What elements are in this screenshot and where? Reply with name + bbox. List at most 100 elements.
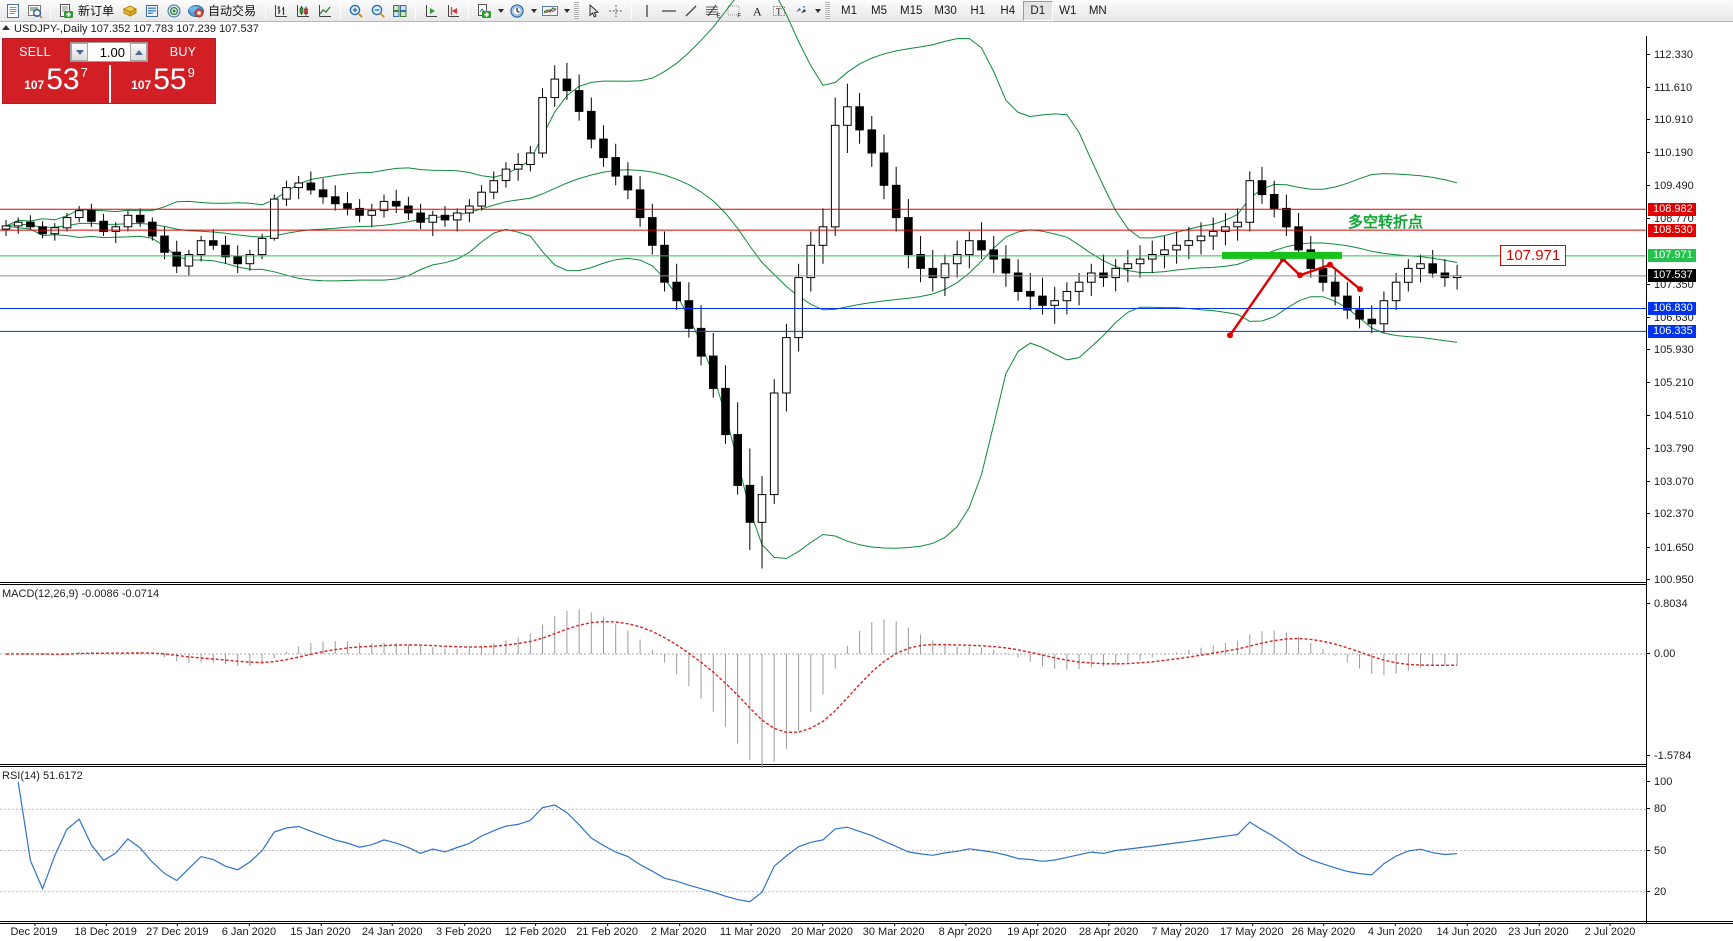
timeframe-m1[interactable]: M1: [841, 4, 858, 17]
oct-price-row: 107 53 7 107 55 9: [3, 65, 215, 103]
navigator-icon[interactable]: [163, 1, 185, 21]
indicators-dropdown-icon[interactable]: [495, 1, 506, 21]
zoom-out-icon[interactable]: [367, 1, 389, 21]
price-tag[interactable]: 106.335: [1648, 324, 1696, 338]
price-tick: 109.490: [1647, 180, 1733, 192]
date-tick: 15 Jan 2020: [290, 923, 351, 938]
toolbar-separator: [340, 2, 342, 19]
periods-icon[interactable]: [506, 1, 528, 21]
chart-symbol-bar: USDJPY-,Daily 107.352 107.783 107.239 10…: [0, 22, 1733, 36]
date-tick: 27 Dec 2019: [146, 923, 209, 938]
tile-windows-icon[interactable]: [389, 1, 411, 21]
sell-price[interactable]: 107 53 7: [3, 65, 109, 103]
date-tick: Dec 2019: [10, 923, 58, 938]
periods-dropdown-icon[interactable]: [528, 1, 539, 21]
volume-decrease-button[interactable]: [71, 43, 88, 61]
price-tag[interactable]: 108.530: [1648, 223, 1696, 237]
toolbar-separator: [415, 2, 417, 19]
timeframe-mn[interactable]: MN: [1088, 4, 1107, 17]
trendline-icon[interactable]: [680, 1, 702, 21]
new-order-label[interactable]: 新订单: [78, 3, 115, 18]
candlestick-chart-icon[interactable]: [292, 1, 314, 21]
buy-button[interactable]: BUY: [169, 45, 197, 59]
price-callout-label[interactable]: 107.971: [1500, 244, 1567, 266]
new-chart-icon[interactable]: [2, 1, 24, 21]
rsi-tick: 100: [1647, 776, 1733, 788]
data-window-icon[interactable]: [141, 1, 163, 21]
volume-input[interactable]: 1.00: [99, 44, 125, 60]
new-order-icon[interactable]: [55, 1, 77, 21]
date-tick: 12 Feb 2020: [504, 923, 567, 938]
date-tick: 26 May 2020: [1291, 923, 1356, 938]
timeframe-h4[interactable]: H4: [1000, 4, 1016, 17]
templates-icon[interactable]: [539, 1, 561, 21]
macd-tick: 0.00: [1647, 648, 1733, 660]
crosshair-icon[interactable]: [605, 1, 627, 21]
one-click-trading-panel[interactable]: SELL 1.00 BUY 107 53 7 107 55 9: [2, 38, 216, 104]
rsi-tick: 20: [1647, 886, 1733, 898]
vertical-line-icon[interactable]: [636, 1, 658, 21]
rsi-tick: 50: [1647, 845, 1733, 857]
timeframe-m5[interactable]: M5: [871, 4, 888, 17]
price-tick: 111.610: [1647, 82, 1733, 94]
timeframe-m15[interactable]: M15: [900, 4, 923, 17]
price-tick: 112.330: [1647, 49, 1733, 61]
date-tick: 28 Apr 2020: [1078, 923, 1139, 938]
price-tag[interactable]: 106.830: [1648, 302, 1696, 316]
toolbar-grip[interactable]: [574, 2, 580, 19]
autotrading-icon[interactable]: [185, 1, 207, 21]
expert-advisors-icon[interactable]: [119, 1, 141, 21]
text-icon[interactable]: T: [768, 1, 790, 21]
shapes-dropdown-icon[interactable]: [812, 1, 823, 21]
trend-turning-point-annotation[interactable]: 多空转折点: [1348, 213, 1424, 231]
oct-top-row: SELL 1.00 BUY: [3, 39, 215, 65]
rsi-indicator-label: RSI(14) 51.6172: [2, 770, 83, 782]
date-tick: 30 Mar 2020: [862, 923, 925, 938]
price-tick: 104.510: [1647, 410, 1733, 422]
date-scale[interactable]: Dec 2019 18 Dec 2019 27 Dec 2019 6 Jan 2020…: [0, 923, 1733, 941]
price-tag[interactable]: 107.971: [1648, 249, 1696, 263]
market-watch-icon[interactable]: [24, 1, 46, 21]
date-tick: 23 Jun 2020: [1508, 923, 1569, 938]
sell-button[interactable]: SELL: [19, 45, 51, 59]
macd-tick: 0.8034: [1647, 598, 1733, 610]
timeframe-h1[interactable]: H1: [970, 4, 986, 17]
price-tick: 100.950: [1647, 574, 1733, 586]
timeframe-m30[interactable]: M30: [934, 4, 957, 17]
svg-text:A: A: [753, 4, 762, 18]
date-tick: 14 Jun 2020: [1436, 923, 1497, 938]
collapse-icon[interactable]: [2, 25, 10, 30]
price-tick: 108.770: [1647, 213, 1733, 225]
autotrading-label[interactable]: 自动交易: [208, 3, 257, 18]
text-label-icon[interactable]: A: [746, 1, 768, 21]
date-tick: 8 Apr 2020: [938, 923, 992, 938]
horizontal-line-icon[interactable]: [658, 1, 680, 21]
bar-chart-icon[interactable]: [270, 1, 292, 21]
cursor-icon[interactable]: [583, 1, 605, 21]
toolbar-separator: [631, 2, 633, 19]
channel-icon[interactable]: F: [724, 1, 746, 21]
date-tick: 6 Jan 2020: [221, 923, 277, 938]
buy-price[interactable]: 107 55 9: [109, 65, 215, 103]
timeframe-w1[interactable]: W1: [1059, 4, 1077, 17]
templates-dropdown-icon[interactable]: [561, 1, 572, 21]
indicators-icon[interactable]: [473, 1, 495, 21]
shift-start-icon[interactable]: [442, 1, 464, 21]
toolbar-separator: [468, 2, 470, 19]
shapes-icon[interactable]: [790, 1, 812, 21]
price-tag[interactable]: 107.537: [1648, 269, 1696, 283]
price-tag[interactable]: 108.982: [1648, 202, 1696, 216]
zoom-in-icon[interactable]: [345, 1, 367, 21]
date-tick: 19 Apr 2020: [1007, 923, 1067, 938]
price-scale[interactable]: 112.330 111.610 110.910 110.190 109.490 108.7…: [1646, 36, 1733, 921]
timeframe-d1[interactable]: D1: [1022, 0, 1053, 21]
volume-stepper[interactable]: 1.00: [70, 42, 148, 62]
fibonacci-icon[interactable]: E: [702, 1, 724, 21]
price-tick: 105.210: [1647, 377, 1733, 389]
shift-end-icon[interactable]: [420, 1, 442, 21]
line-chart-icon[interactable]: [314, 1, 336, 21]
timeframe-grip[interactable]: [825, 2, 831, 19]
volume-increase-button[interactable]: [130, 43, 147, 61]
